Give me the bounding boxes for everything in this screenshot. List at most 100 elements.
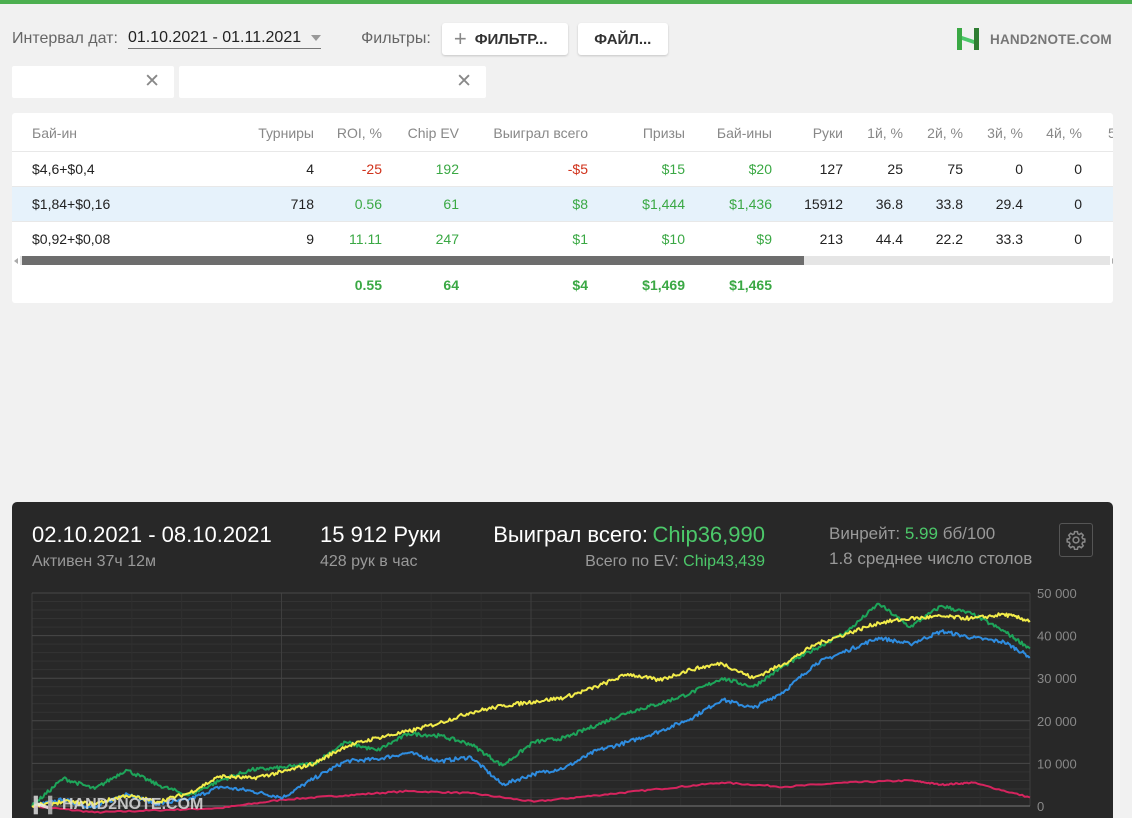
cell-hands: 127 [819,161,843,177]
cell-2nd: 33.8 [935,196,963,212]
period-text: 02.10.2021 - 08.10.2021 [32,522,272,547]
gear-icon [1066,530,1086,550]
totals-row: 0.55 64 $4 $1,469 $1,465 [12,268,1113,303]
y-tick-label: 40 000 [1037,629,1077,644]
cell-buyins: $1,436 [729,196,772,212]
ev-value: Chip43,439 [683,553,765,570]
watermark-text: HAND2NOTE.COM [62,796,204,813]
horizontal-scrollbar[interactable] [14,256,1113,265]
cell-prizes: $15 [661,161,685,177]
cell-buyin: $4,6+$0,4 [32,161,95,177]
logo-h-icon [33,795,53,815]
column-header[interactable]: Chip EV [407,125,459,141]
won-value: Chip36,990 [652,522,765,547]
column-header[interactable]: Призы [642,125,685,141]
add-filter-label: ФИЛЬТР... [474,30,548,48]
table-row[interactable]: $4,6+$0,4 4 -25 192 -$5 $15 $20 127 25 7… [12,151,1113,186]
cell-roi: 11.11 [349,231,382,247]
cell-tournaments: 9 [306,231,314,247]
column-header[interactable]: 5 [1108,125,1113,141]
text-search-field[interactable]: ✕ [179,66,486,98]
filter-bar: Интервал дат: 01.10.2021 - 01.11.2021 Фи… [12,22,668,56]
chevron-down-icon [311,35,322,41]
series-line-green [31,602,1031,807]
column-header[interactable]: 4й, % [1046,125,1082,141]
series-line-pink [31,779,1031,814]
plus-icon: + [453,26,467,51]
column-header[interactable]: 2й, % [927,125,963,141]
watermark: HAND2NOTE.COM [32,794,203,816]
avg-tables: 1.8 среднее число столов [829,549,1033,568]
total-won: $4 [572,277,588,293]
cell-tournaments: 718 [290,196,314,212]
cell-buyins: $20 [748,161,772,177]
filters-label: Фильтры: [361,30,431,47]
ev-total: Всего по EV: Chip43,439 [585,553,765,571]
profit-graph: 50 000 40 000 30 000 20 000 10 000 0 [31,586,1077,814]
y-tick-label: 20 000 [1037,714,1077,729]
file-button-label: ФАЙЛ... [594,30,652,48]
column-header[interactable]: Турниры [258,125,314,141]
total-roi: 0.55 [354,277,382,293]
cell-hands: 15912 [804,196,843,212]
scrollbar-thumb[interactable] [22,256,804,265]
graph-panel: 50 000 40 000 30 000 20 000 10 000 0 02.10.20… [12,502,1113,818]
column-header[interactable]: 3й, % [987,125,1023,141]
results-table: Бай-ин Турниры ROI, % Chip EV Выиграл вс… [12,113,1113,303]
winrate-value: 5.99 [904,524,938,543]
y-tick-label: 30 000 [1037,671,1077,686]
close-icon[interactable]: ✕ [144,71,160,92]
cell-4th: 0 [1074,161,1082,177]
column-header[interactable]: Бай-ин [32,125,78,141]
column-header[interactable]: Бай-ины [716,125,772,141]
winrate-unit: бб/100 [942,524,996,543]
hands-per-hour: 428 рук в час [320,553,418,570]
text-search-input[interactable] [179,66,486,98]
cell-prizes: $10 [661,231,685,247]
total-chip-ev: 64 [443,277,459,293]
cell-buyin: $0,92+$0,08 [32,231,111,247]
cell-2nd: 22.2 [935,231,963,247]
won-total: Выиграл всего: Chip36,990 [493,522,765,548]
series-line-yellow [31,612,1031,808]
total-buyins: $1,465 [729,277,772,293]
logo-h-icon [957,28,979,50]
total-prizes: $1,469 [642,277,685,293]
hand2note-logo: HAND2NOTE.COM [955,26,1112,52]
cell-won: -$5 [567,161,588,177]
table-header-row: Бай-ин Турниры ROI, % Chip EV Выиграл вс… [12,116,1113,151]
cell-prizes: $1,444 [642,196,685,212]
cell-hands: 213 [819,231,843,247]
graph-settings-button[interactable] [1059,523,1093,557]
cell-3rd: 29.4 [995,196,1023,212]
column-header[interactable]: 1й, % [867,125,903,141]
scroll-right-icon[interactable] [1112,258,1113,264]
buyin-search-input[interactable] [12,66,174,98]
date-range-select[interactable]: 01.10.2021 - 01.11.2021 [127,29,322,49]
date-range-value: 01.10.2021 - 01.11.2021 [127,29,302,46]
top-accent-line [0,0,1132,4]
cell-3rd: 0 [1015,161,1023,177]
active-time: Активен 37ч 12м [32,553,156,570]
y-tick-label: 0 [1037,799,1044,814]
cell-1st: 36.8 [875,196,903,212]
winrate: Винрейт: 5.99 бб/100 [829,524,995,544]
column-header[interactable]: Руки [812,125,843,141]
cell-1st: 25 [887,161,903,177]
cell-2nd: 75 [947,161,963,177]
y-tick-label: 50 000 [1037,586,1077,601]
cell-4th: 0 [1074,231,1082,247]
table-row[interactable]: $0,92+$0,08 9 11.11 247 $1 $10 $9 213 44… [12,221,1113,256]
cell-won: $8 [572,196,588,212]
buyin-search-field[interactable]: ✕ [12,66,174,98]
add-filter-button[interactable]: + ФИЛЬТР... [441,23,568,55]
column-header[interactable]: Выиграл всего [493,125,588,141]
cell-3rd: 33.3 [995,231,1023,247]
column-header[interactable]: ROI, % [336,125,382,141]
close-icon[interactable]: ✕ [456,71,472,92]
series-line-blue [31,629,1031,810]
table-row[interactable]: $1,84+$0,16 718 0.56 61 $8 $1,444 $1,436… [12,186,1113,221]
file-button[interactable]: ФАЙЛ... [577,23,668,55]
scroll-left-icon[interactable] [14,258,18,264]
cell-chip-ev: 192 [435,161,459,177]
